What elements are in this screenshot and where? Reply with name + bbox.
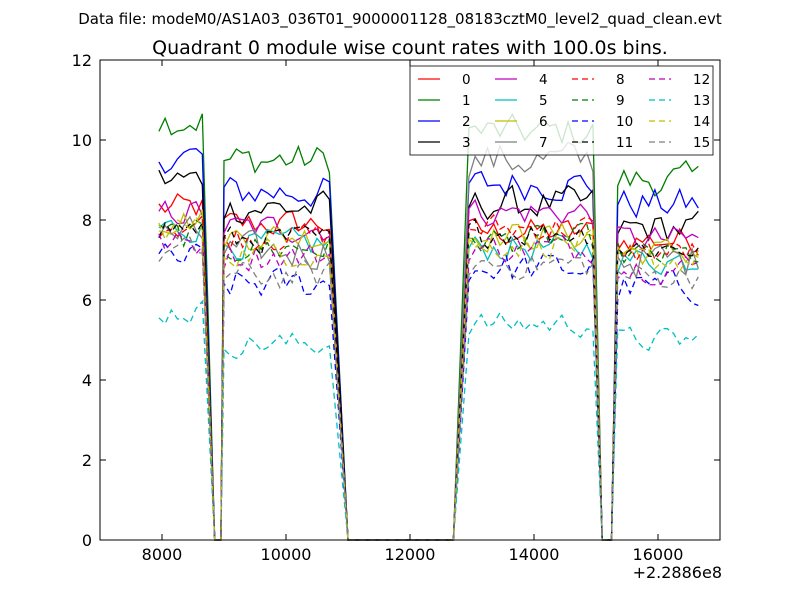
- legend-label-6: 6: [539, 114, 548, 130]
- legend-label-11: 11: [616, 135, 633, 151]
- x-tick-label: 10000: [261, 545, 312, 564]
- series-line-2: [158, 148, 699, 541]
- legend-label-8: 8: [616, 72, 625, 88]
- series-line-4: [158, 198, 699, 541]
- legend-label-10: 10: [616, 114, 633, 130]
- series-line-1: [158, 113, 699, 541]
- legend-label-14: 14: [693, 114, 710, 130]
- legend-label-13: 13: [693, 93, 710, 109]
- series-line-15: [158, 236, 699, 541]
- series-line-14: [158, 215, 699, 541]
- x-tick-label: 14000: [509, 545, 560, 564]
- series-line-10: [158, 243, 699, 541]
- legend-label-1: 1: [462, 93, 471, 109]
- legend-label-15: 15: [693, 135, 710, 151]
- series-line-9: [158, 219, 699, 541]
- series-line-8: [158, 213, 699, 541]
- series-line-12: [158, 230, 699, 541]
- chart-supertitle: Data file: modeM0/AS1A03_036T01_90000011…: [78, 10, 722, 29]
- legend-box: [409, 65, 714, 156]
- y-tick-label: 10: [72, 131, 92, 150]
- legend-label-9: 9: [616, 93, 625, 109]
- legend-label-4: 4: [539, 72, 548, 88]
- legend-label-5: 5: [539, 93, 548, 109]
- y-tick-label: 0: [82, 531, 92, 550]
- y-tick-label: 8: [82, 211, 92, 230]
- series-line-13: [158, 299, 699, 541]
- plot-lines: [158, 113, 699, 541]
- chart-title: Quadrant 0 module wise count rates with …: [152, 37, 668, 59]
- series-line-3: [158, 169, 699, 541]
- x-offset-label: +2.2886e8: [633, 563, 722, 582]
- series-line-11: [158, 218, 699, 541]
- legend-label-7: 7: [539, 135, 548, 151]
- legend-label-0: 0: [462, 72, 471, 88]
- x-tick-label: 16000: [633, 545, 684, 564]
- y-tick-label: 6: [82, 291, 92, 310]
- x-tick-label: 12000: [385, 545, 436, 564]
- legend-label-12: 12: [693, 72, 710, 88]
- legend-label-2: 2: [462, 114, 471, 130]
- y-tick-label: 4: [82, 371, 92, 390]
- legend-label-3: 3: [462, 135, 471, 151]
- y-tick-label: 2: [82, 451, 92, 470]
- y-tick-label: 12: [72, 51, 92, 70]
- series-line-6: [158, 209, 699, 541]
- x-tick-label: 8000: [142, 545, 183, 564]
- series-line-7: [158, 141, 699, 541]
